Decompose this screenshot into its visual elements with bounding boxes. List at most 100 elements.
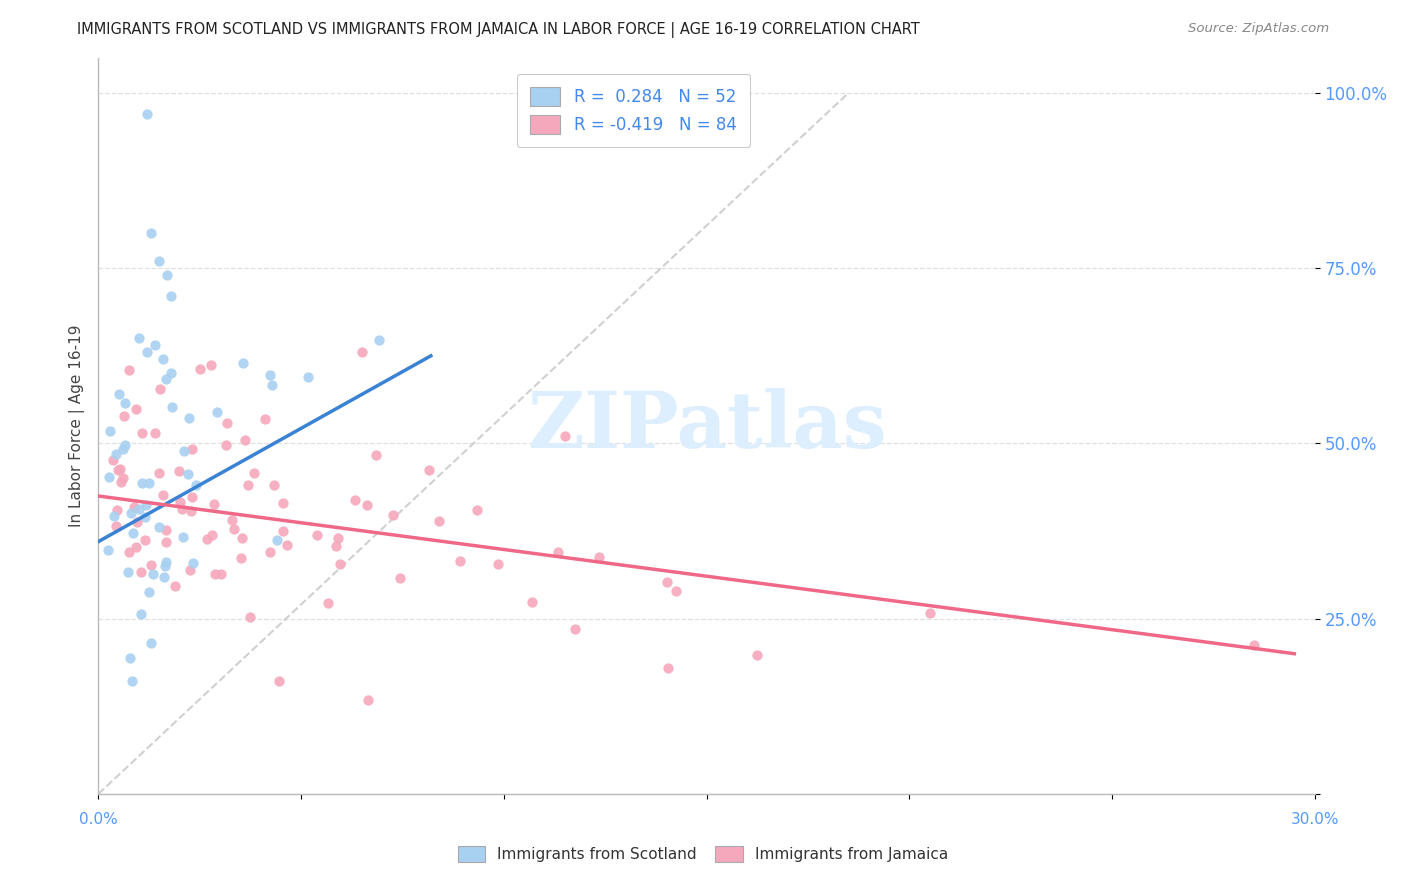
Point xyxy=(155,523,177,537)
Point xyxy=(209,566,232,581)
Point xyxy=(326,531,349,545)
Point xyxy=(105,502,128,516)
Point xyxy=(177,410,200,425)
Text: ZIPatlas: ZIPatlas xyxy=(527,388,886,464)
Point xyxy=(118,545,141,559)
Point xyxy=(103,453,125,467)
Point xyxy=(125,540,148,554)
Point xyxy=(205,405,228,419)
Point xyxy=(97,469,120,483)
Point xyxy=(232,356,254,370)
Point xyxy=(215,416,238,430)
Point xyxy=(155,534,177,549)
Point xyxy=(316,596,339,610)
Point xyxy=(186,477,208,491)
Point xyxy=(128,331,150,345)
Point xyxy=(564,622,586,636)
Point xyxy=(122,500,145,514)
Point xyxy=(104,519,127,533)
Point xyxy=(172,530,194,544)
Point xyxy=(143,338,166,352)
Point xyxy=(148,519,170,533)
Point xyxy=(177,467,200,481)
Point xyxy=(173,443,195,458)
Point xyxy=(135,498,157,512)
Point xyxy=(215,438,238,452)
Text: 30.0%: 30.0% xyxy=(1291,813,1339,828)
Point xyxy=(160,289,183,303)
Legend: Immigrants from Scotland, Immigrants from Jamaica: Immigrants from Scotland, Immigrants fro… xyxy=(451,840,955,868)
Point xyxy=(156,268,179,283)
Point xyxy=(100,424,122,438)
Point xyxy=(271,496,294,510)
Point xyxy=(153,570,176,584)
Point xyxy=(136,345,159,359)
Point xyxy=(131,425,153,440)
Point xyxy=(1243,639,1265,653)
Point xyxy=(239,610,262,624)
Point xyxy=(450,553,472,567)
Point xyxy=(142,566,165,581)
Point xyxy=(350,345,373,359)
Point xyxy=(97,542,120,557)
Point xyxy=(120,506,142,520)
Point xyxy=(141,558,163,572)
Point xyxy=(364,448,387,462)
Point xyxy=(389,571,412,585)
Point xyxy=(200,528,222,542)
Point xyxy=(204,566,226,581)
Point xyxy=(267,674,290,689)
Point xyxy=(195,532,218,546)
Point xyxy=(121,673,143,688)
Point xyxy=(180,504,202,518)
Point xyxy=(129,565,152,579)
Point xyxy=(136,107,159,121)
Point xyxy=(118,363,141,377)
Point xyxy=(356,498,378,512)
Point xyxy=(122,525,145,540)
Y-axis label: In Labor Force | Age 16-19: In Labor Force | Age 16-19 xyxy=(69,325,84,527)
Point xyxy=(149,382,172,396)
Point xyxy=(125,515,148,529)
Point xyxy=(242,466,264,480)
Point xyxy=(236,478,259,492)
Point xyxy=(160,367,183,381)
Point xyxy=(665,584,688,599)
Point xyxy=(325,539,347,553)
Point xyxy=(138,584,160,599)
Point xyxy=(486,557,509,571)
Point xyxy=(139,226,162,240)
Point xyxy=(271,524,294,539)
Point xyxy=(107,463,129,477)
Point xyxy=(266,533,288,547)
Legend: R =  0.284   N = 52, R = -0.419   N = 84: R = 0.284 N = 52, R = -0.419 N = 84 xyxy=(517,74,749,147)
Point xyxy=(112,409,135,424)
Point xyxy=(138,475,160,490)
Text: 0.0%: 0.0% xyxy=(79,813,118,828)
Point xyxy=(357,692,380,706)
Point xyxy=(163,579,186,593)
Point xyxy=(129,607,152,621)
Point xyxy=(134,510,156,524)
Point xyxy=(134,533,156,547)
Point xyxy=(172,502,194,516)
Point xyxy=(918,607,941,621)
Point xyxy=(155,372,177,386)
Point xyxy=(343,493,366,508)
Point xyxy=(657,661,679,675)
Point xyxy=(202,496,225,510)
Point xyxy=(108,462,131,476)
Point xyxy=(427,515,450,529)
Point xyxy=(169,494,191,508)
Point xyxy=(148,467,170,481)
Point xyxy=(181,442,204,457)
Point xyxy=(367,333,389,347)
Point xyxy=(167,464,190,478)
Text: IMMIGRANTS FROM SCOTLAND VS IMMIGRANTS FROM JAMAICA IN LABOR FORCE | AGE 16-19 C: IMMIGRANTS FROM SCOTLAND VS IMMIGRANTS F… xyxy=(77,22,920,38)
Point xyxy=(160,400,183,414)
Point xyxy=(200,359,222,373)
Point xyxy=(263,477,285,491)
Point xyxy=(259,545,281,559)
Point xyxy=(180,490,202,504)
Point xyxy=(222,522,245,536)
